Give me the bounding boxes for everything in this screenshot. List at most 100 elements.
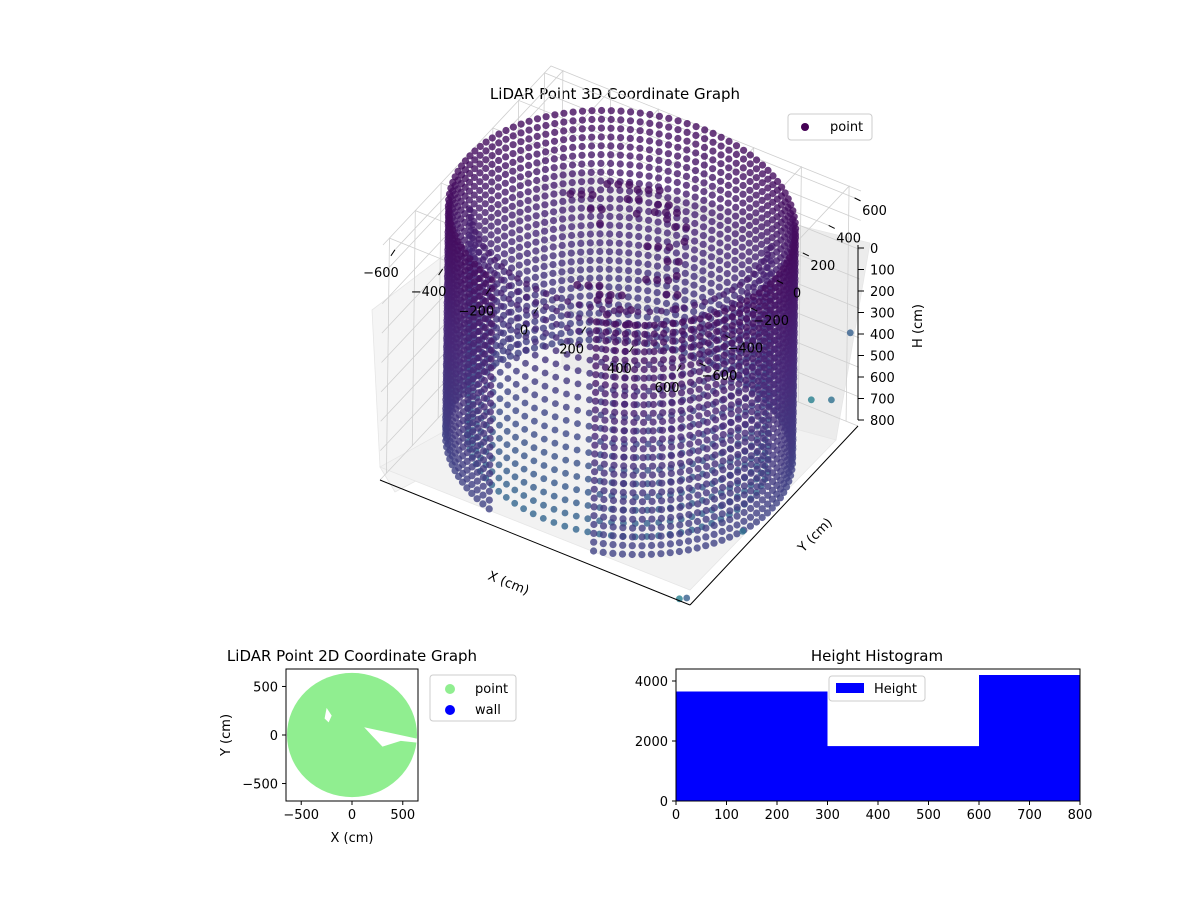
point-3d <box>716 221 724 229</box>
point-3d <box>678 345 686 353</box>
point-3d <box>541 422 548 430</box>
point-3d <box>646 334 653 342</box>
point-3d <box>759 469 767 478</box>
point-3d <box>532 256 540 264</box>
point-3d <box>505 269 513 277</box>
point-3d <box>591 459 599 467</box>
point-3d <box>610 435 618 443</box>
point-3d <box>521 412 529 420</box>
point-3d <box>699 258 707 266</box>
point-3d <box>617 107 625 115</box>
point-3d <box>766 280 775 288</box>
point-3d <box>485 249 492 257</box>
x-tick-label-histogram: 700 <box>1017 808 1042 823</box>
point-3d <box>468 463 476 471</box>
point-3d <box>481 217 489 225</box>
x-tick-label-3d: −200 <box>458 304 494 319</box>
point-3d <box>638 498 647 506</box>
point-3d <box>481 200 489 208</box>
point-3d <box>590 494 598 502</box>
point-3d <box>753 500 761 508</box>
point-3d <box>673 196 681 204</box>
point-3d <box>577 222 585 230</box>
point-3d <box>667 513 675 522</box>
point-3d <box>711 460 719 468</box>
point-3d <box>601 407 609 415</box>
point-3d <box>521 373 529 380</box>
point-3d <box>549 217 558 225</box>
point-3d <box>615 222 624 230</box>
point-3d <box>469 357 478 365</box>
point-3d <box>479 491 487 499</box>
point-3d <box>732 177 740 185</box>
point-3d <box>615 248 623 256</box>
point-3d <box>624 275 633 283</box>
point-3d <box>607 133 615 141</box>
point-3d <box>740 482 749 490</box>
grid-z-line <box>381 124 861 305</box>
point-3d <box>578 134 586 142</box>
point-3d <box>610 461 618 469</box>
point-3d <box>488 178 496 186</box>
point-3d <box>540 245 549 253</box>
point-3d <box>551 439 559 447</box>
point-3d <box>620 453 628 461</box>
point-3d <box>648 489 656 497</box>
point-3d <box>578 107 587 115</box>
point-3d <box>611 355 619 364</box>
point-3d <box>541 409 548 416</box>
point-3d <box>682 181 691 189</box>
point-3d <box>558 250 566 258</box>
point-3d <box>778 183 786 191</box>
point-3d <box>751 253 760 261</box>
point-3d <box>470 348 478 356</box>
point-3d <box>520 465 528 473</box>
point-3d <box>668 417 676 425</box>
point-3d <box>648 497 656 505</box>
point-3d <box>494 218 502 226</box>
point-3d <box>504 401 511 409</box>
point-3d <box>512 407 520 415</box>
point-3d <box>678 327 686 335</box>
point-3d <box>760 346 768 354</box>
point-3d <box>496 408 504 416</box>
point-3d <box>591 406 600 414</box>
point-3d <box>745 221 754 230</box>
point-3d <box>721 307 729 315</box>
point-3d <box>645 216 653 224</box>
point-3d <box>673 187 681 195</box>
point-3d <box>747 443 756 451</box>
point-3d <box>559 189 567 197</box>
point-3d <box>701 135 709 143</box>
x-tick-mark-3d <box>581 326 587 334</box>
point-3d <box>721 325 729 333</box>
point-3d <box>758 196 766 204</box>
point-3d <box>767 257 774 265</box>
y-tick-label-2d: −500 <box>242 778 278 793</box>
legend-histogram: Height <box>828 675 926 702</box>
point-3d <box>591 424 599 432</box>
point-3d <box>525 144 533 152</box>
point-3d <box>474 442 482 450</box>
point-3d <box>508 220 516 228</box>
point-3d <box>754 359 763 367</box>
point-3d <box>703 418 711 426</box>
point-3d <box>760 372 768 381</box>
point-3d <box>486 470 494 478</box>
point-3d <box>648 471 657 479</box>
point-3d <box>525 152 533 161</box>
point-3d <box>694 447 703 455</box>
point-3d <box>602 328 610 336</box>
point-3d <box>769 469 777 477</box>
point-3d <box>469 410 477 418</box>
point-3d <box>791 231 800 239</box>
point-3d <box>746 186 754 194</box>
point-3d <box>560 118 568 126</box>
point-3d <box>728 313 737 321</box>
point-3d <box>611 400 619 408</box>
point-3d <box>568 214 576 222</box>
point-3d <box>451 232 459 240</box>
point-3d <box>474 433 482 441</box>
point-3d <box>764 202 772 210</box>
point-3d <box>747 496 755 504</box>
